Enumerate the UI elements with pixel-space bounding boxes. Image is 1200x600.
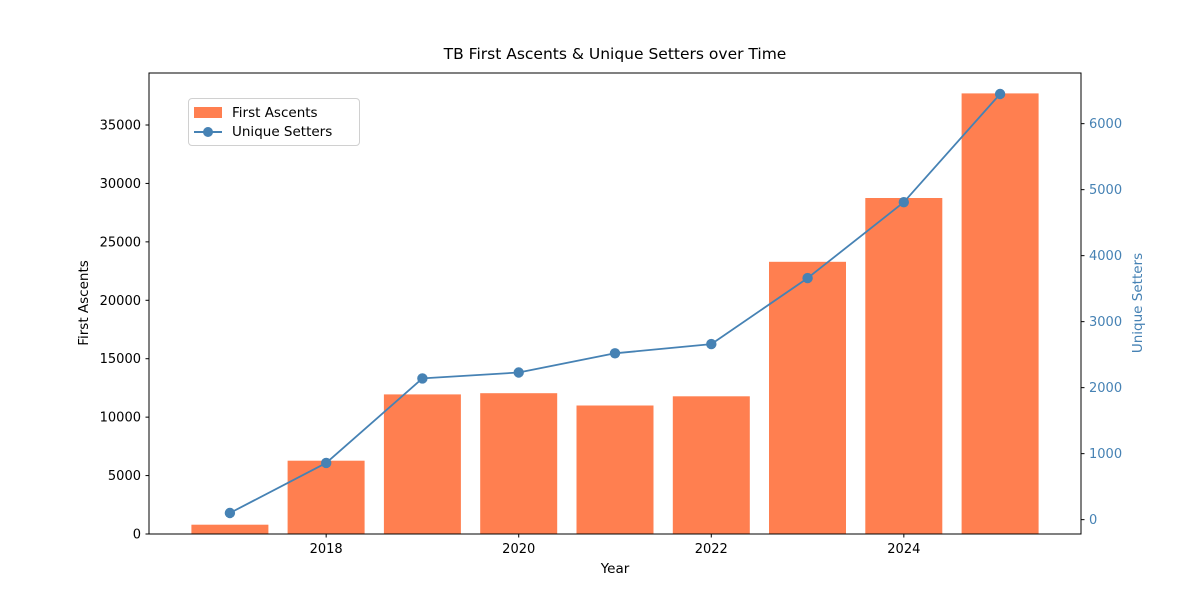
- left-tick-label: 30000: [100, 177, 141, 192]
- right-axis-ticks: 0 1000 2000 3000 4000 5000 6000: [1081, 117, 1122, 528]
- left-tick-label: 20000: [100, 294, 141, 309]
- left-tick-label: 15000: [100, 352, 141, 367]
- right-tick-label: 1000: [1089, 447, 1122, 462]
- line-marker-icon: [194, 125, 222, 139]
- x-tick-label: 2024: [887, 542, 920, 557]
- left-tick-label: 10000: [100, 411, 141, 426]
- bar-2020: [480, 393, 558, 534]
- right-tick-label: 4000: [1089, 249, 1122, 264]
- left-tick-label: 5000: [108, 469, 141, 484]
- line-point-2024: [898, 197, 909, 208]
- bar-2024: [865, 198, 943, 534]
- line-point-2017: [224, 507, 236, 519]
- bar-2017: [191, 524, 269, 534]
- right-tick-label: 0: [1089, 513, 1097, 528]
- bar-2025: [961, 93, 1039, 535]
- x-tick-label: 2022: [695, 542, 728, 557]
- line-point-2023: [802, 272, 813, 284]
- bar-2023: [769, 261, 846, 534]
- left-tick-label: 0: [133, 528, 141, 543]
- chart-title: TB First Ascents & Unique Setters over T…: [443, 45, 787, 63]
- line-point-2020: [513, 367, 524, 378]
- right-tick-label: 3000: [1089, 315, 1122, 330]
- right-y-axis-label: Unique Setters: [1130, 252, 1146, 354]
- left-tick-label: 25000: [100, 235, 141, 250]
- plot-border: [148, 72, 1082, 535]
- bar-2022: [672, 396, 750, 534]
- line-point-2021: [609, 348, 621, 359]
- legend: First Ascents Unique Setters: [188, 98, 360, 146]
- x-tick-label: 2018: [310, 542, 343, 557]
- line-point-2022: [706, 338, 717, 350]
- legend-item-first-ascents: First Ascents: [194, 103, 352, 122]
- bar-2021: [576, 405, 654, 534]
- right-tick-label: 5000: [1089, 183, 1122, 198]
- legend-label-unique-setters: Unique Setters: [232, 123, 333, 140]
- bar-2018: [287, 460, 365, 534]
- line-series: [224, 88, 1006, 519]
- right-tick-label: 6000: [1089, 117, 1122, 132]
- legend-item-unique-setters: Unique Setters: [194, 122, 352, 141]
- bar-swatch-icon: [194, 106, 222, 120]
- x-axis-label: Year: [600, 561, 630, 577]
- line-point-2019: [417, 373, 428, 384]
- left-axis-ticks: 0 5000 10000 15000 20000 25000 30000 35000: [100, 119, 149, 543]
- x-axis-ticks: 2018 2020 2022 2024: [310, 534, 920, 557]
- left-y-axis-label: First Ascents: [76, 260, 92, 346]
- legend-label-first-ascents: First Ascents: [232, 104, 318, 121]
- x-tick-label: 2020: [502, 542, 535, 557]
- bar-2019: [383, 394, 461, 534]
- line-point-2018: [321, 457, 332, 469]
- left-tick-label: 35000: [100, 119, 141, 134]
- line-point-2025: [994, 88, 1006, 100]
- right-tick-label: 2000: [1089, 381, 1122, 396]
- bar-series: [191, 93, 1039, 535]
